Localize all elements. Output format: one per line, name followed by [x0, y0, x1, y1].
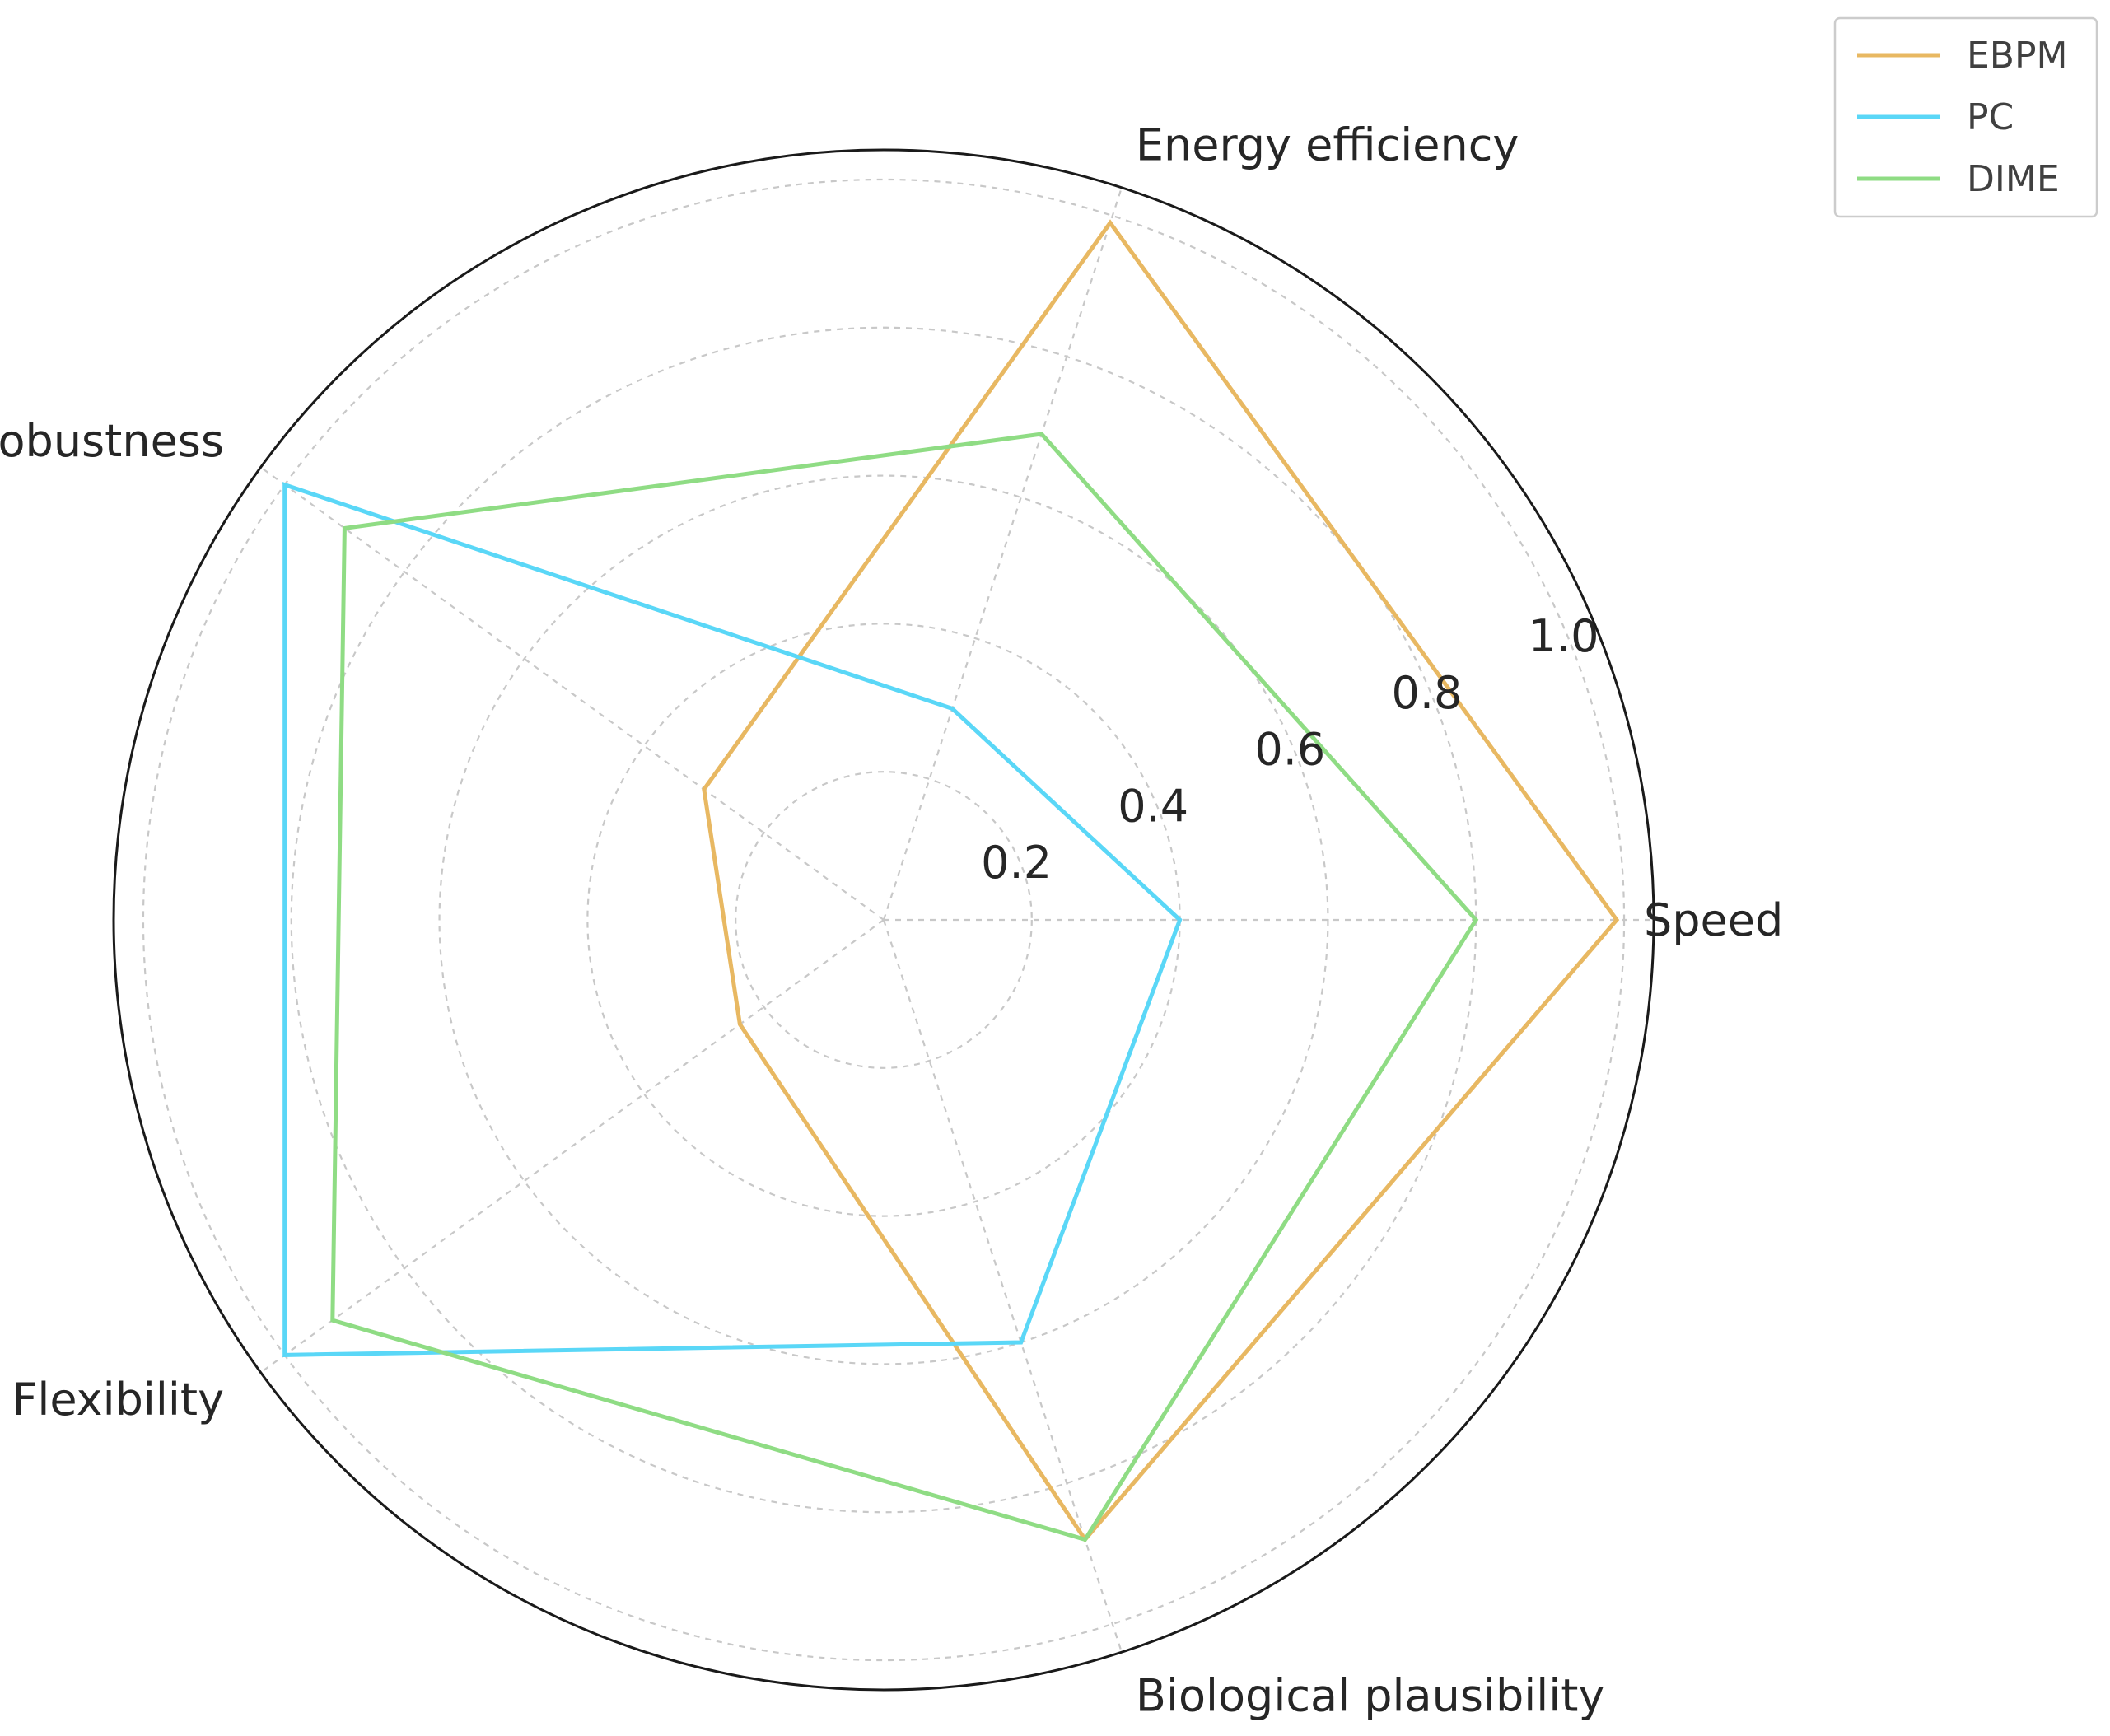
spoke-energy-efficiency: [882, 187, 1123, 921]
series-dime: [330, 432, 1479, 1542]
spoke-flexibility: [259, 919, 885, 1374]
chart-legend: EBPM PC DIME: [1833, 16, 2098, 218]
grid-circle-0.2: [735, 771, 1033, 1069]
legend-label-pc: PC: [1967, 96, 2014, 138]
legend-label-ebpm: EBPM: [1967, 35, 2067, 77]
axis-label-flexibility: Flexibility: [12, 1374, 224, 1426]
axis-labels: Speed Energy efficiency Noise robustness Fl…: [0, 119, 1783, 1721]
radar-outer-frame: [112, 148, 1655, 1692]
tick-label-0.4: 0.4: [1118, 780, 1188, 832]
radar-series: [282, 219, 1620, 1543]
series-pc: [282, 482, 1183, 1357]
legend-label-dime: DIME: [1967, 158, 2060, 200]
spoke-biological-plausibility: [882, 919, 1123, 1653]
grid-circle-0.6: [438, 474, 1329, 1365]
tick-label-0.2: 0.2: [981, 837, 1052, 889]
radar-spokes: [259, 187, 1654, 1653]
legend-items: EBPM PC DIME: [1857, 35, 2067, 200]
radial-tick-labels: 0.2 0.4 0.6 0.8 1.0: [981, 610, 1599, 889]
axis-label-noise-robustness: Noise robustness: [0, 415, 224, 467]
tick-label-1.0: 1.0: [1529, 610, 1599, 662]
axis-label-speed: Speed: [1644, 894, 1783, 946]
spoke-noise-robustness: [259, 466, 885, 921]
axis-label-biological-plausibility: Biological plausibility: [1136, 1670, 1605, 1722]
series-ebpm: [702, 219, 1620, 1543]
tick-label-0.6: 0.6: [1254, 724, 1325, 776]
axis-label-energy-efficiency: Energy efficiency: [1136, 119, 1519, 170]
tick-label-0.8: 0.8: [1392, 667, 1463, 719]
legend-frame: [1833, 16, 2098, 218]
